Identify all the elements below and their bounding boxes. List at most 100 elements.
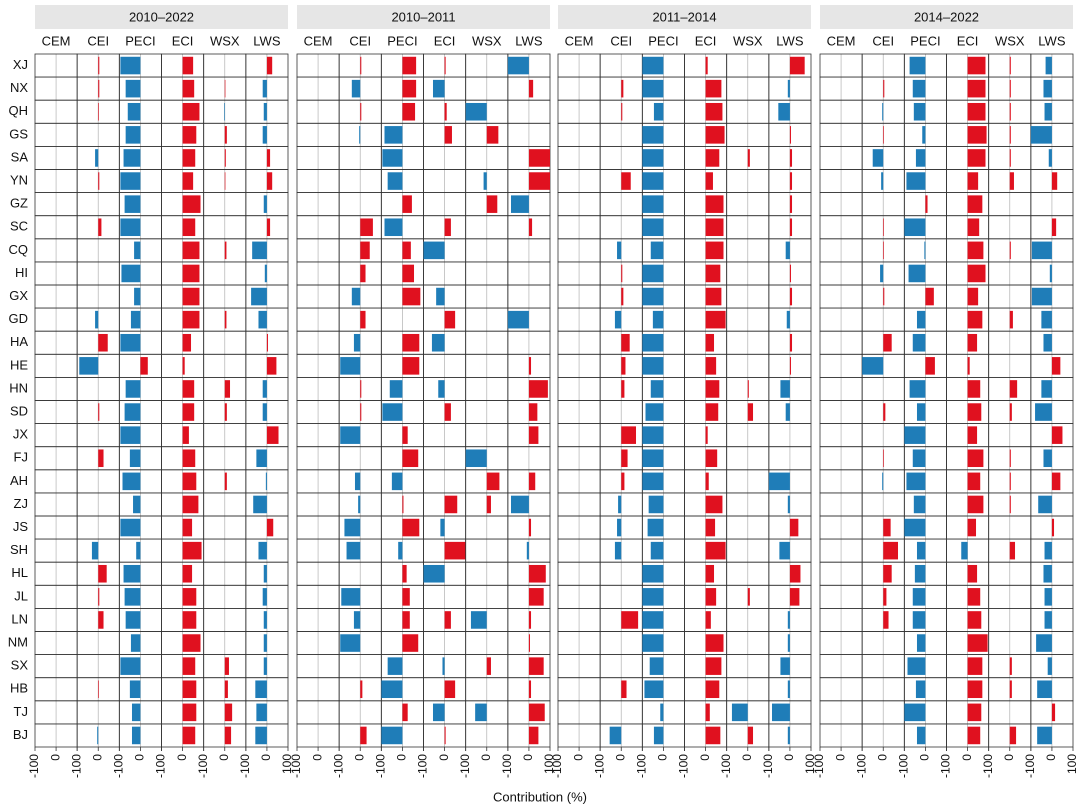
bar bbox=[705, 149, 720, 167]
bar bbox=[787, 495, 790, 514]
panel-title: 2014–2022 bbox=[914, 9, 979, 24]
bar bbox=[253, 495, 267, 514]
bar bbox=[705, 264, 721, 283]
bar bbox=[787, 680, 790, 699]
x-tick-label: -100 bbox=[897, 754, 911, 778]
bar bbox=[705, 611, 711, 629]
bar bbox=[98, 403, 100, 421]
bar bbox=[510, 495, 529, 514]
bar bbox=[130, 310, 141, 329]
bar bbox=[262, 79, 267, 98]
bar bbox=[967, 333, 978, 352]
x-tick-label: 0 bbox=[782, 754, 796, 761]
panel-strip bbox=[297, 5, 550, 29]
bar bbox=[528, 403, 538, 421]
bar bbox=[747, 380, 749, 398]
bar bbox=[780, 657, 790, 675]
bar bbox=[1038, 495, 1052, 514]
bar bbox=[705, 472, 709, 491]
bar bbox=[789, 287, 793, 306]
bar bbox=[642, 357, 664, 375]
bar bbox=[789, 149, 793, 167]
column-header: CEM bbox=[304, 33, 333, 48]
bar bbox=[705, 403, 719, 421]
bar bbox=[438, 380, 445, 398]
bar bbox=[98, 172, 100, 190]
bar bbox=[1030, 126, 1052, 144]
row-label: HA bbox=[10, 334, 28, 349]
bar bbox=[1051, 357, 1061, 375]
bar bbox=[967, 287, 979, 306]
bar bbox=[1044, 611, 1052, 629]
bar bbox=[444, 56, 446, 75]
bar bbox=[705, 518, 716, 537]
bar bbox=[1045, 56, 1052, 75]
bar bbox=[621, 102, 623, 121]
bar bbox=[883, 126, 884, 144]
bar bbox=[182, 518, 193, 537]
bar bbox=[617, 518, 622, 537]
row-label: YN bbox=[10, 172, 28, 187]
bar bbox=[967, 657, 983, 675]
bar bbox=[224, 657, 229, 675]
bar bbox=[747, 726, 754, 745]
bar bbox=[265, 472, 267, 491]
x-tick-label: -100 bbox=[416, 754, 430, 778]
bar bbox=[256, 449, 267, 468]
x-tick-label: 0 bbox=[875, 754, 889, 761]
bar bbox=[354, 472, 361, 491]
bar bbox=[79, 357, 99, 375]
bar bbox=[224, 472, 227, 491]
bar bbox=[1037, 726, 1052, 745]
bar bbox=[224, 126, 227, 144]
bar bbox=[382, 149, 403, 167]
row-label: GD bbox=[9, 311, 29, 326]
bar bbox=[444, 218, 451, 237]
bar bbox=[705, 634, 724, 652]
bar bbox=[705, 449, 718, 468]
bar bbox=[653, 102, 664, 121]
bar bbox=[133, 495, 141, 514]
x-tick-label: -100 bbox=[331, 754, 345, 778]
bar bbox=[779, 541, 790, 560]
bar bbox=[251, 287, 267, 306]
bar bbox=[121, 264, 141, 283]
bar bbox=[125, 79, 141, 98]
bar bbox=[789, 172, 793, 190]
bar bbox=[266, 56, 273, 75]
column-header: WSX bbox=[995, 33, 1025, 48]
x-tick-label: -100 bbox=[27, 754, 41, 778]
bar bbox=[1009, 126, 1011, 144]
bar bbox=[528, 149, 550, 167]
bar bbox=[95, 149, 99, 167]
x-tick-label: 0 bbox=[259, 754, 273, 761]
bar bbox=[705, 703, 710, 722]
bar bbox=[1044, 102, 1052, 121]
bar bbox=[340, 426, 361, 444]
bar bbox=[621, 426, 637, 444]
row-label: NM bbox=[8, 634, 28, 649]
bar bbox=[440, 518, 445, 537]
bar bbox=[528, 588, 544, 606]
bar bbox=[387, 657, 403, 675]
bar bbox=[266, 426, 279, 444]
bar bbox=[904, 518, 926, 537]
bar bbox=[916, 541, 926, 560]
bar bbox=[1009, 172, 1014, 190]
bar bbox=[882, 102, 884, 121]
x-tick-label: 100 bbox=[280, 754, 294, 774]
bar bbox=[95, 310, 99, 329]
bar bbox=[967, 588, 981, 606]
x-tick-label: 0 bbox=[521, 754, 535, 761]
x-tick-label: -100 bbox=[592, 754, 606, 778]
bar bbox=[787, 726, 790, 745]
bar bbox=[262, 126, 267, 144]
bar bbox=[224, 172, 226, 190]
bar bbox=[381, 726, 403, 745]
bar bbox=[470, 611, 487, 629]
bar bbox=[967, 426, 978, 444]
bar bbox=[1035, 403, 1052, 421]
bar bbox=[341, 588, 361, 606]
bar bbox=[182, 241, 200, 260]
bar bbox=[98, 449, 104, 468]
